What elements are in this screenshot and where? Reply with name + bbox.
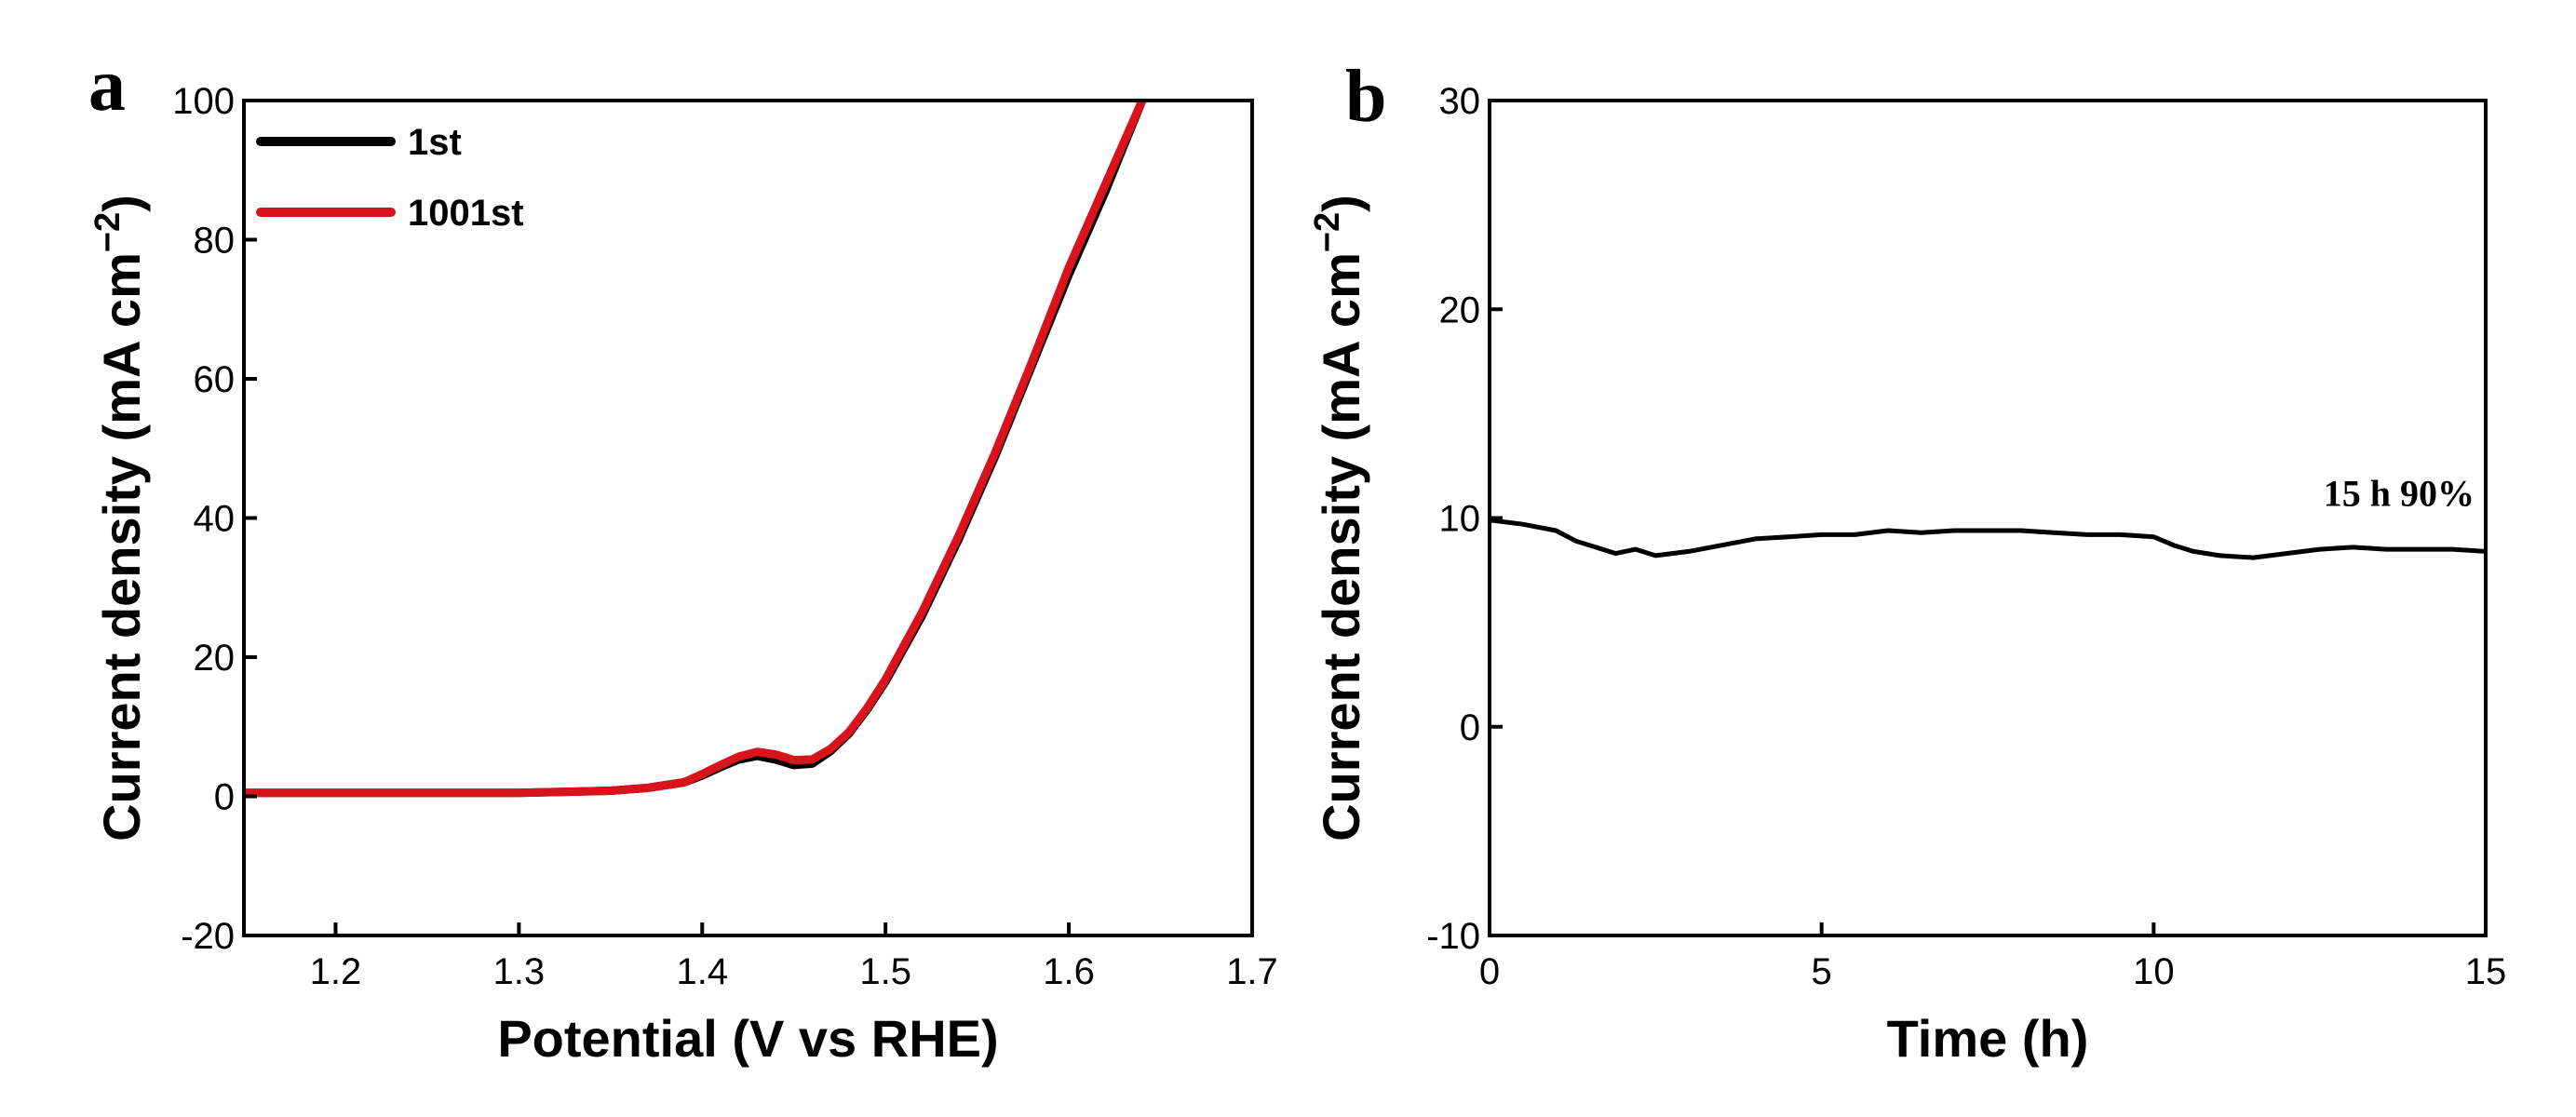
x-tick-label: 1.6 <box>1043 951 1095 992</box>
annotation-label: 15 h 90% <box>2324 473 2475 515</box>
legend-label: 1st <box>408 122 462 163</box>
y-tick-label: 80 <box>194 221 236 262</box>
x-axis-title: Potential (V vs RHE) <box>497 1009 998 1068</box>
legend-label: 1001st <box>408 193 524 234</box>
x-tick-label: 5 <box>1812 951 1832 992</box>
y-tick-label: 40 <box>194 499 236 540</box>
x-axis-title: Time (h) <box>1887 1009 2089 1068</box>
series-line-1001st <box>244 101 1147 798</box>
y-axis-title-close: ) <box>1312 195 1370 212</box>
x-tick-label: 1.4 <box>676 951 728 992</box>
y-tick-label: 20 <box>194 638 236 679</box>
x-tick-label: 1.5 <box>859 951 911 992</box>
panel-label: b <box>1345 56 1387 138</box>
y-tick-label: 60 <box>194 359 236 400</box>
y-axis-title: Current density (mA cm−2) <box>88 195 151 841</box>
y-axis-title-close: ) <box>92 195 151 212</box>
y-tick-label: 100 <box>172 81 235 122</box>
x-tick-label: 1.3 <box>493 951 546 992</box>
plot-frame <box>242 99 1254 937</box>
x-tick-label: 10 <box>2133 951 2175 992</box>
x-tick-label: 15 <box>2465 951 2507 992</box>
y-axis-title-main: Current density (mA cm <box>1312 252 1370 841</box>
y-axis-title-sup: −2 <box>88 212 128 252</box>
x-tick-label: 0 <box>1479 951 1500 992</box>
plot-frame <box>1488 99 2488 937</box>
series-line-stability <box>1490 518 2486 560</box>
y-tick-label: 30 <box>1439 81 1481 122</box>
y-axis-title: Current density (mA cm−2) <box>1308 195 1370 841</box>
y-tick-label: -10 <box>1426 916 1480 957</box>
series-line-1st <box>244 101 1147 798</box>
y-tick-label: 0 <box>214 777 235 818</box>
y-tick-label: -20 <box>181 916 235 957</box>
y-axis-title-sup: −2 <box>1308 212 1347 252</box>
panel-label: a <box>88 45 126 127</box>
x-tick-label: 1.7 <box>1226 951 1278 992</box>
x-tick-label: 1.2 <box>310 951 362 992</box>
y-tick-label: 0 <box>1460 707 1480 748</box>
y-tick-label: 10 <box>1439 499 1481 540</box>
y-axis-title-main: Current density (mA cm <box>92 252 151 841</box>
chart-panel-a: 1.2 1.3 1.4 1.5 1.6 1.7 -20 0 20 40 60 80 100 Potenti… <box>88 45 1278 1068</box>
y-tick-label: 20 <box>1439 289 1481 330</box>
